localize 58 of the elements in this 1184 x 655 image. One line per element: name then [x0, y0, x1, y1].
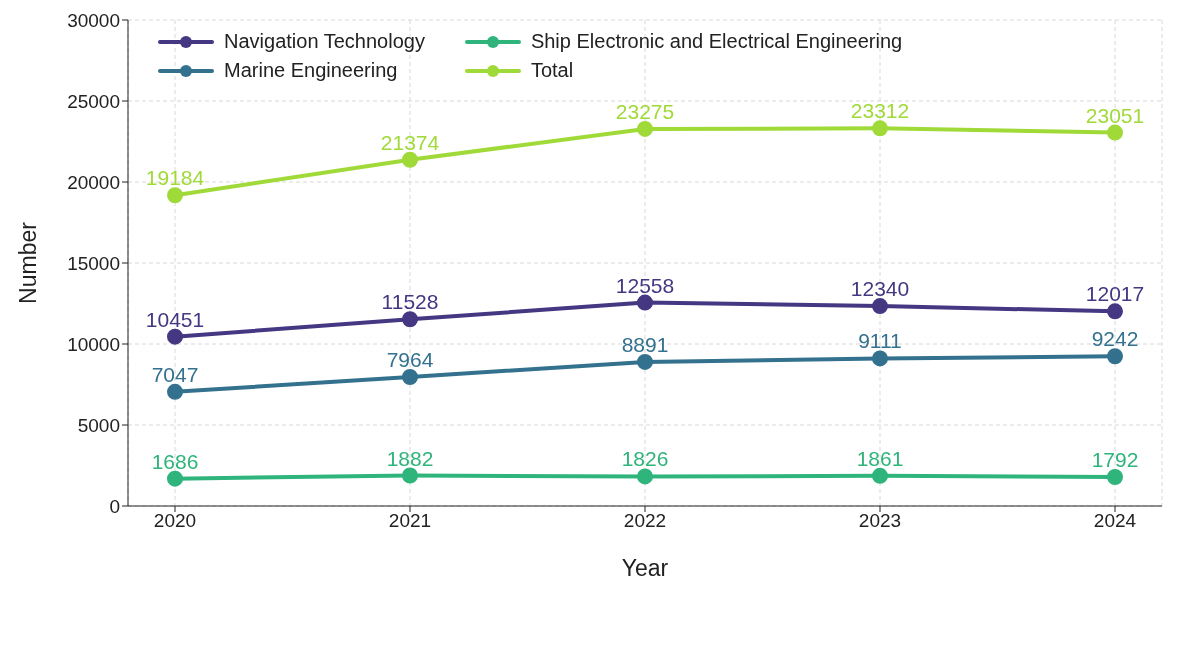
y-tick-label: 0: [109, 495, 120, 517]
data-label: 11528: [381, 290, 439, 314]
point: [1107, 303, 1123, 320]
legend-label: Navigation Technology: [224, 30, 425, 53]
point: [1107, 348, 1123, 365]
data-label: 12558: [615, 273, 675, 297]
point: [402, 311, 418, 328]
point: [402, 467, 418, 484]
point: [1107, 468, 1123, 485]
y-tick-label: 20000: [67, 171, 120, 193]
data-label: 9242: [1091, 327, 1139, 351]
point: [872, 298, 888, 315]
point: [167, 383, 183, 400]
point: [872, 350, 888, 367]
data-label: 8891: [621, 332, 669, 356]
y-tick-label: 30000: [67, 9, 120, 31]
legend-label: Marine Engineering: [224, 59, 398, 82]
x-tick-label: 2024: [1093, 510, 1137, 532]
data-label: 7047: [151, 362, 199, 386]
data-label: 1882: [386, 446, 434, 470]
y-tick-label: 10000: [67, 333, 120, 355]
data-label: 1686: [151, 449, 199, 473]
point: [167, 470, 183, 487]
x-tick-label: 2020: [153, 510, 197, 532]
x-tick-label: 2022: [623, 510, 667, 532]
y-tick-label: 25000: [67, 90, 120, 112]
y-axis-title: Number: [15, 221, 42, 304]
point: [402, 151, 418, 168]
x-axis-title: Year: [621, 555, 669, 581]
data-label: 1861: [856, 446, 904, 470]
point: [637, 120, 653, 137]
data-label: 1826: [621, 447, 669, 471]
point: [1107, 124, 1123, 141]
x-tick-label: 2023: [858, 510, 902, 532]
data-label: 12340: [850, 277, 910, 301]
legend-label: Total: [530, 59, 574, 82]
data-label: 23275: [615, 99, 675, 123]
point: [872, 467, 888, 484]
data-label: 10451: [145, 307, 205, 331]
legend-label: Ship Electronic and Electrical Engineering: [530, 30, 903, 53]
data-label: 7964: [386, 347, 434, 371]
x-tick-label: 2021: [388, 510, 432, 532]
data-label: 23312: [850, 99, 910, 123]
point: [402, 368, 418, 385]
data-label: 9111: [858, 329, 902, 353]
data-label: 19184: [145, 166, 205, 190]
y-tick-label: 15000: [67, 252, 120, 274]
point: [637, 353, 653, 370]
point: [167, 187, 183, 204]
point: [637, 468, 653, 485]
y-tick-label: 5000: [77, 414, 120, 436]
data-label: 1792: [1091, 447, 1139, 471]
data-label: 23051: [1085, 103, 1145, 127]
data-label: 21374: [380, 130, 440, 154]
point: [167, 328, 183, 345]
data-label: 12017: [1085, 282, 1145, 306]
point: [872, 120, 888, 137]
point: [637, 294, 653, 311]
